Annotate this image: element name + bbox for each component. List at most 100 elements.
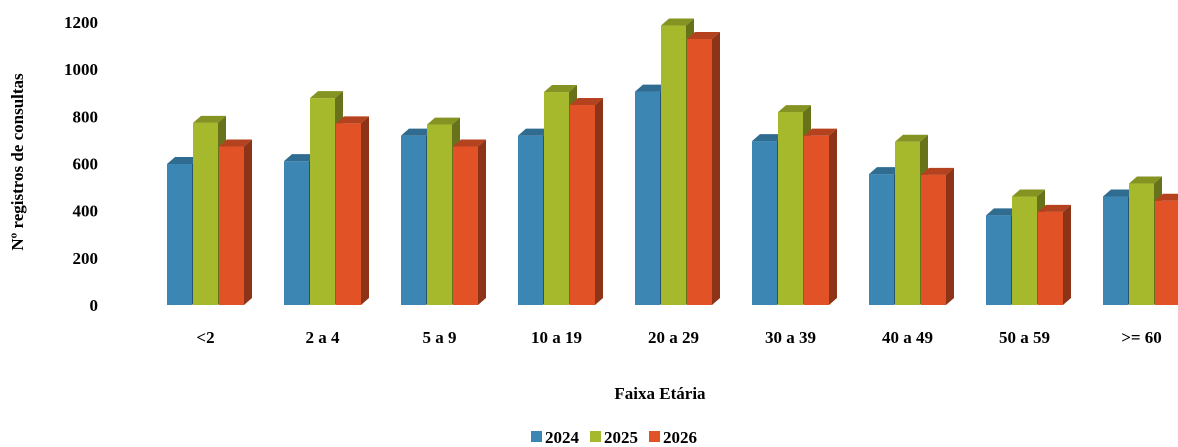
bar-top — [167, 156, 200, 164]
x-tick-label: 5 a 9 — [423, 328, 457, 347]
bar-side — [712, 31, 720, 305]
bar-top — [986, 208, 1019, 216]
bar-top — [921, 167, 954, 175]
y-tick-label: 0 — [90, 296, 99, 315]
bar-side — [829, 128, 837, 305]
x-axis-ticks: <2 2 a 4 5 a 9 10 a 19 20 a 29 30 a 39 40 a 49… — [196, 328, 1161, 347]
x-tick-label: 10 a 19 — [531, 328, 582, 347]
x-tick-label: 30 a 39 — [765, 328, 816, 347]
y-axis-ticks: 0 200 400 600 800 1000 1200 — [64, 13, 98, 315]
bar-top — [687, 31, 720, 39]
bar-front — [1103, 196, 1128, 305]
bar-top — [1129, 176, 1162, 184]
bar-2026-4 — [687, 31, 720, 305]
legend-label: 2026 — [663, 428, 697, 447]
bar-2026-1 — [336, 116, 369, 306]
bar-side — [361, 116, 369, 306]
bar-2026-0 — [219, 139, 252, 305]
y-axis-title: Nº registros de consultas — [8, 73, 27, 251]
bar-top — [193, 115, 226, 123]
bar-top — [1103, 189, 1136, 197]
bar-top — [570, 98, 603, 106]
bar-2026-8 — [1155, 193, 1178, 305]
bar-top — [1155, 193, 1178, 201]
bar-top — [427, 117, 460, 125]
bar-top — [661, 18, 694, 26]
bar-top — [778, 105, 811, 113]
y-tick-label: 1000 — [64, 60, 98, 79]
bar-front — [869, 174, 894, 305]
legend-label: 2024 — [545, 428, 580, 447]
bar-top — [401, 128, 434, 136]
y-tick-label: 400 — [73, 202, 99, 221]
bar-front — [453, 146, 478, 305]
bar-side — [946, 167, 954, 305]
bar-top — [219, 139, 252, 147]
bar-top — [310, 91, 343, 99]
bar-front — [310, 98, 335, 305]
legend-item-2024: 2024 — [531, 428, 580, 447]
bar-top — [752, 134, 785, 142]
bar-front — [778, 112, 803, 305]
y-tick-label: 1200 — [64, 13, 98, 32]
bar-side — [1063, 204, 1071, 305]
bar-front — [167, 163, 192, 305]
bar-front — [284, 161, 309, 305]
legend-label: 2025 — [604, 428, 638, 447]
bar-top — [1012, 189, 1045, 197]
bar-front — [1038, 211, 1063, 305]
bars-layer — [167, 18, 1178, 306]
legend-item-2025: 2025 — [590, 428, 638, 447]
bar-front — [635, 91, 660, 305]
bar-2026-6 — [921, 167, 954, 305]
legend-swatch — [649, 431, 660, 442]
bar-front — [986, 215, 1011, 305]
legend: 2024 2025 2026 — [531, 428, 697, 447]
legend-swatch — [590, 431, 601, 442]
bar-top — [284, 154, 317, 162]
bar-front — [752, 141, 777, 305]
bar-front — [687, 38, 712, 305]
bar-side — [478, 139, 486, 305]
y-tick-label: 600 — [73, 155, 99, 174]
bar-front — [804, 135, 829, 305]
x-tick-label: 20 a 29 — [648, 328, 699, 347]
bar-front — [219, 146, 244, 305]
bar-front — [336, 123, 361, 306]
bar-front — [1155, 200, 1178, 305]
bar-front — [570, 105, 595, 305]
bar-top — [1038, 204, 1071, 212]
bar-top — [518, 128, 551, 136]
x-tick-label: 40 a 49 — [882, 328, 933, 347]
x-tick-label: >= 60 — [1121, 328, 1162, 347]
x-tick-label: 2 a 4 — [306, 328, 341, 347]
bar-2026-2 — [453, 139, 486, 305]
bar-top — [635, 84, 668, 92]
bar-2026-7 — [1038, 204, 1071, 305]
bar-front — [1129, 183, 1154, 305]
bar-front — [921, 174, 946, 305]
bar-front — [427, 124, 452, 306]
bar-front — [518, 135, 543, 305]
bar-side — [595, 98, 603, 305]
bar-front — [401, 135, 426, 305]
bar-top — [544, 85, 577, 93]
legend-swatch — [531, 431, 542, 442]
bar-top — [895, 134, 928, 142]
bar-front — [895, 141, 920, 305]
x-axis-title: Faixa Etária — [614, 384, 706, 403]
x-tick-label: <2 — [196, 328, 214, 347]
bar-2026-5 — [804, 128, 837, 305]
y-tick-label: 200 — [73, 249, 99, 268]
bar-top — [453, 139, 486, 147]
y-tick-label: 800 — [73, 107, 99, 126]
bar-front — [661, 25, 686, 305]
bar-side — [244, 139, 252, 305]
bar-front — [544, 92, 569, 305]
bar-top — [804, 128, 837, 136]
legend-item-2026: 2026 — [649, 428, 697, 447]
bar-2026-3 — [570, 98, 603, 305]
bar-top — [336, 116, 369, 124]
